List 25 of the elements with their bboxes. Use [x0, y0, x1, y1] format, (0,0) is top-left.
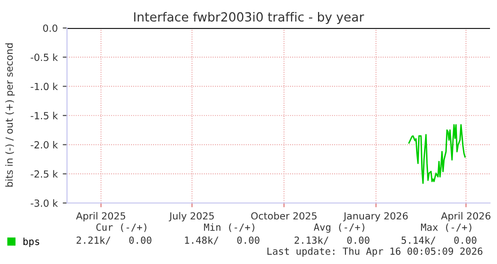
y-tick-label: -2.5 k [30, 170, 58, 178]
legend-label: bps [24, 238, 40, 247]
chart-title: Interface fwbr2003i0 traffic - by year [134, 12, 364, 24]
y-tick-label: -1.0 k [30, 82, 58, 90]
line-series [408, 124, 466, 184]
x-tick-label: October 2025 [251, 212, 317, 220]
text: 1.48k/ 0.00 [185, 236, 260, 245]
text: Max (-/+) [421, 223, 472, 232]
y-axis-title: bits in (-) / out (+) per second [5, 43, 15, 187]
y-tick-label: 0.0 [43, 24, 58, 32]
text: 5.14k/ 0.00 [402, 236, 476, 245]
text: Avg (-/+) [314, 223, 364, 233]
x-tick-label: April 2025 [76, 212, 126, 222]
y-tick-label: -0.5 k [30, 53, 58, 61]
x-tick-label: April 2026 [441, 212, 490, 222]
x-tick-label: July 2025 [168, 212, 214, 222]
text: 2.21k/ 0.00 [76, 236, 152, 245]
text: Cur (-/+) [96, 223, 146, 232]
text: 2.13k/ 0.00 [294, 236, 370, 245]
y-tick-label: -2.0 k [30, 140, 58, 148]
y-tick-label: -1.5 k [30, 112, 58, 120]
x-tick-label: January 2026 [343, 212, 408, 222]
y-tick-label: -3.0 k [30, 199, 58, 207]
text: Min (-/+) [204, 223, 254, 232]
text: Last update: Thu Apr 16 00:05:09 2026 [267, 247, 482, 257]
